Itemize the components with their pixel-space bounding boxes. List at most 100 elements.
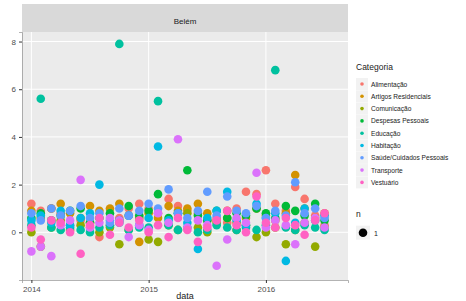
tick-label: 6: [12, 85, 17, 94]
point: [164, 218, 173, 227]
point: [271, 223, 280, 232]
point: [300, 195, 309, 204]
point: [300, 218, 309, 227]
tick-label: 4: [12, 133, 17, 142]
point: [174, 226, 183, 235]
point: [282, 257, 291, 266]
legend-marker: [360, 95, 364, 99]
point: [36, 94, 45, 103]
point: [135, 238, 144, 247]
point: [300, 230, 309, 239]
point: [262, 166, 271, 175]
tick: 0: [12, 228, 22, 237]
point: [223, 223, 232, 232]
axis-line: [23, 281, 349, 284]
series: [27, 178, 329, 227]
series: [27, 166, 329, 241]
point: [95, 180, 104, 189]
point: [135, 207, 144, 216]
tick-label: 8: [12, 38, 17, 47]
point: [36, 216, 45, 225]
series: [27, 142, 329, 265]
point: [47, 204, 56, 213]
legend-key: [356, 90, 368, 102]
legend-marker: [360, 168, 364, 172]
point: [66, 207, 75, 216]
point: [194, 207, 203, 216]
point: [124, 233, 133, 242]
point: [291, 240, 300, 249]
size-legend-title: n: [356, 209, 361, 219]
legend-marker: [360, 107, 364, 111]
legend-key: [356, 78, 368, 90]
point: [124, 202, 133, 211]
point: [223, 192, 232, 201]
grid: [22, 32, 348, 280]
legend-key: [356, 127, 368, 139]
legend-label: Alimentação: [371, 81, 408, 89]
tick: 4: [12, 133, 22, 142]
legend-label: Habitação: [371, 142, 401, 150]
point: [174, 214, 183, 223]
legend-label: Saúde/Cuidados Pessoais: [371, 154, 449, 161]
point: [212, 216, 221, 225]
point: [164, 202, 173, 211]
point: [252, 168, 261, 177]
point: [252, 202, 261, 211]
point: [271, 223, 280, 232]
point: [124, 211, 133, 220]
point: [47, 204, 56, 213]
point: [242, 228, 251, 237]
point: [242, 209, 251, 218]
point: [95, 214, 104, 223]
point: [174, 226, 183, 235]
grid-line: [22, 184, 348, 185]
point: [36, 235, 45, 244]
point: [66, 228, 75, 237]
facet-label: Belém: [174, 17, 197, 26]
point: [300, 209, 309, 218]
point: [115, 218, 124, 227]
chart: Belém20142015201602468dataCategoriaAlime…: [0, 0, 466, 301]
point: [154, 209, 163, 218]
point: [174, 135, 183, 144]
series: [27, 209, 329, 251]
tick-mark: [19, 232, 22, 233]
point: [212, 216, 221, 225]
point: [271, 66, 280, 75]
point: [115, 218, 124, 227]
series: [27, 166, 329, 227]
point: [76, 202, 85, 211]
point: [144, 228, 153, 237]
point: [282, 202, 291, 211]
point: [311, 204, 320, 213]
grid-line: [265, 32, 266, 280]
legend-key: [356, 226, 370, 240]
legend-key: [356, 152, 368, 164]
tick-label: 2015: [140, 285, 158, 294]
axis-line: [19, 33, 23, 281]
tick: 2: [12, 181, 22, 190]
legend-marker: [360, 119, 364, 123]
point: [291, 207, 300, 216]
point: [115, 240, 124, 249]
point: [95, 214, 104, 223]
point: [56, 218, 65, 227]
size-legend-marker: [359, 228, 368, 237]
point: [124, 223, 133, 232]
legend-title: Categoria: [356, 62, 393, 72]
point: [76, 249, 85, 258]
tick-label: 2016: [258, 285, 276, 294]
panel-background: [22, 32, 348, 280]
point: [164, 185, 173, 194]
x-axis-title: data: [176, 291, 194, 301]
point: [242, 187, 251, 196]
point: [320, 223, 329, 232]
tick: 2015: [140, 280, 158, 294]
point: [106, 230, 115, 239]
tick-mark: [19, 42, 22, 43]
point: [212, 261, 221, 270]
point: [311, 216, 320, 225]
legend-key: [356, 115, 368, 127]
legend-label: Educação: [371, 130, 401, 138]
